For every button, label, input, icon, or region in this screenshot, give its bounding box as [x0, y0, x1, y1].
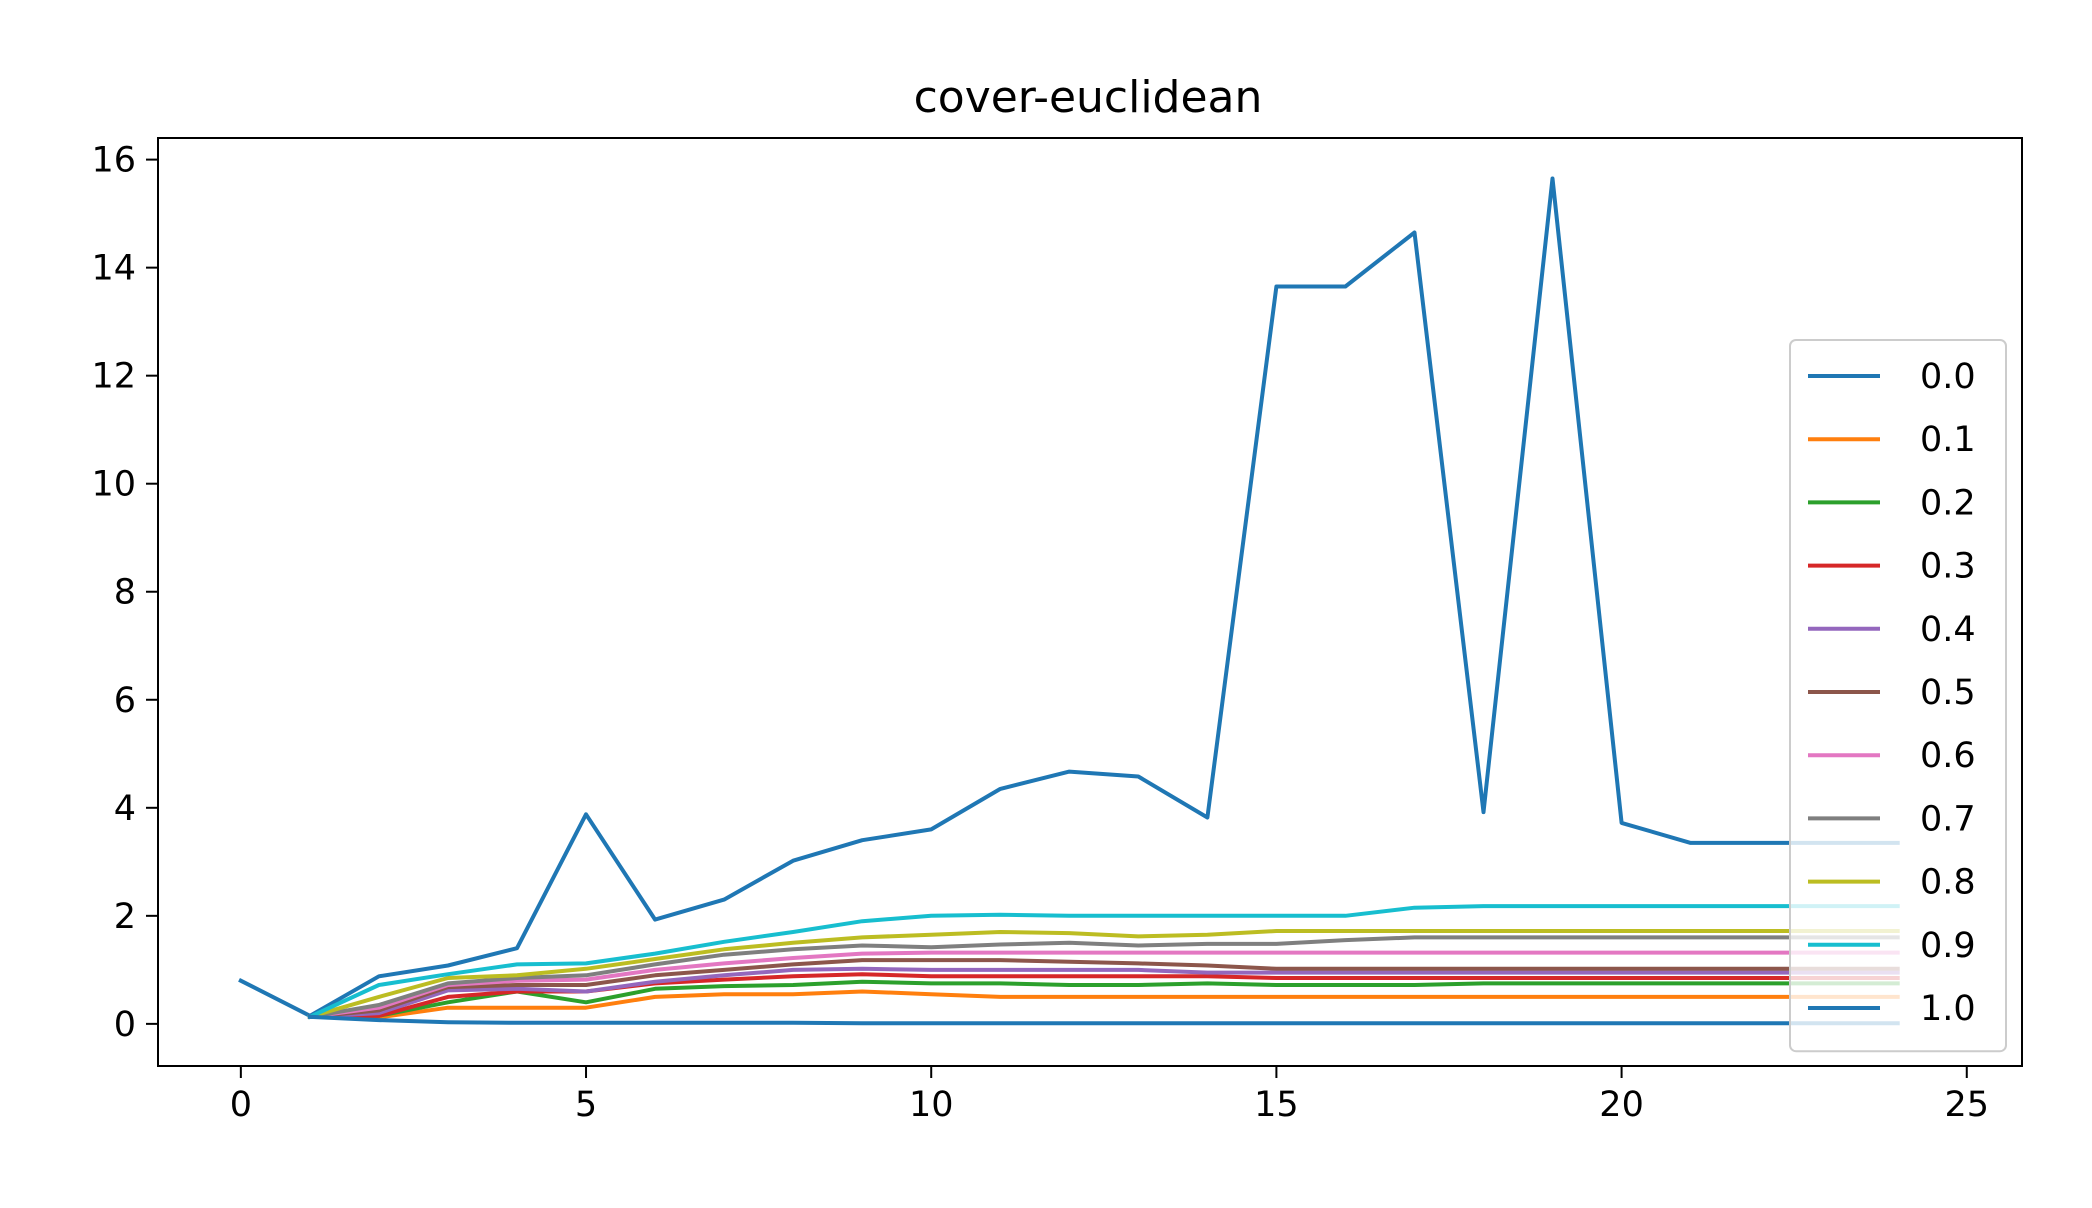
legend-label: 0.1	[1920, 420, 1976, 460]
y-axis: 0 2 4 6 8 10 12 14 16	[91, 141, 158, 1045]
y-tick-label: 8	[114, 573, 136, 613]
y-tick-label: 12	[91, 357, 136, 397]
x-tick-label: 25	[1944, 1085, 1989, 1125]
legend-label: 0.4	[1920, 610, 1976, 650]
legend-label: 0.8	[1920, 863, 1976, 903]
series-line-0.2	[307, 979, 1900, 1019]
x-tick-label: 20	[1599, 1085, 1644, 1125]
series-line-0.0	[238, 176, 1900, 1018]
y-tick-label: 10	[91, 465, 136, 505]
y-tick-label: 2	[114, 897, 136, 937]
legend-label: 0.2	[1920, 483, 1976, 523]
series-line-0.1	[307, 989, 1900, 1020]
series-line-0.8	[307, 929, 1900, 1020]
x-tick-label: 15	[1254, 1085, 1299, 1125]
legend-label: 0.3	[1920, 547, 1976, 587]
y-tick-label: 0	[114, 1005, 136, 1045]
legend: 0.0 0.1 0.2 0.3 0.4 0.5 0.6 0.7 0.8 0.9 1.0	[1789, 339, 2007, 1053]
x-tick-label: 0	[230, 1085, 252, 1125]
x-axis: 0 5 10 15 20 25	[230, 1066, 1989, 1125]
legend-label: 0.9	[1920, 926, 1976, 966]
y-tick-label: 4	[114, 789, 136, 829]
series-line-0.4	[307, 966, 1900, 1019]
legend-label: 0.7	[1920, 799, 1976, 839]
legend-label: 1.0	[1920, 989, 1976, 1029]
legend-label: 0.5	[1920, 673, 1976, 713]
series-line-0.6	[307, 950, 1900, 1020]
x-tick-label: 10	[909, 1085, 954, 1125]
legend-box	[1789, 339, 2007, 1053]
y-tick-label: 14	[91, 249, 136, 289]
series-line-1.0	[307, 1014, 1900, 1026]
y-tick-label: 16	[91, 141, 136, 181]
series-line-0.5	[307, 958, 1900, 1019]
y-tick-label: 6	[114, 681, 136, 721]
series-line-0.9	[307, 904, 1900, 1020]
plot-frame	[157, 137, 2023, 1067]
series-layer	[238, 176, 1900, 1026]
series-line-0.7	[307, 935, 1900, 1020]
chart-title: cover-euclidean	[914, 72, 1263, 123]
x-tick-label: 5	[575, 1085, 597, 1125]
legend-label: 0.6	[1920, 736, 1976, 776]
legend-label: 0.0	[1920, 357, 1976, 397]
